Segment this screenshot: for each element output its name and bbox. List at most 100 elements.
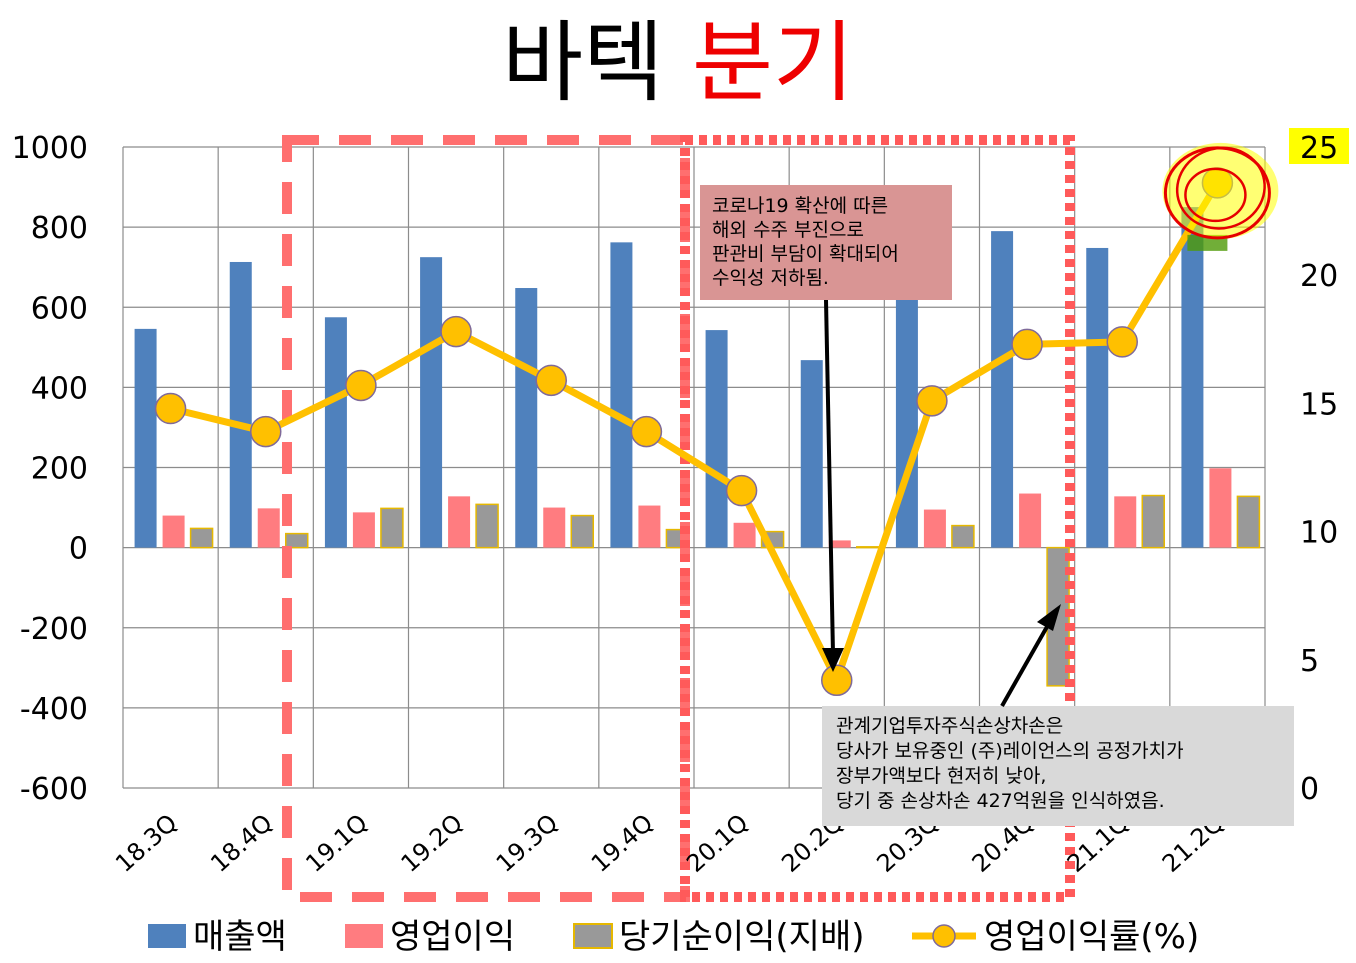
legend-item: 영업이익률(%): [912, 917, 1199, 957]
highlight-yellow-mark: [1162, 142, 1279, 239]
line-point: [916, 385, 948, 417]
annotation-arrow: [1000, 624, 1050, 707]
line-point: [1011, 328, 1043, 361]
y-left-tick-label: 600: [31, 291, 88, 326]
line-point: [440, 315, 472, 348]
y-left-tick-label: -200: [20, 612, 88, 647]
y-left-tick-label: 0: [69, 532, 88, 567]
page-title: 바텍 분기: [0, 8, 1356, 118]
annotation-box: [822, 706, 1294, 826]
y-right-tick-label: 15: [1300, 387, 1338, 422]
bar-series-2: [162, 468, 1232, 548]
bar: [189, 527, 214, 549]
highlight-box-2019: [282, 135, 690, 902]
bar: [1141, 494, 1165, 549]
y-left-tick-label: 800: [31, 211, 88, 246]
legend-swatch: [573, 923, 613, 949]
bar-series-1: [134, 207, 1204, 548]
bar: [1209, 468, 1232, 548]
line-point: [630, 415, 663, 448]
line-point: [154, 392, 187, 425]
bar: [733, 522, 756, 548]
line-point: [345, 369, 377, 402]
legend-label: 영업이익률(%): [984, 917, 1199, 957]
bar: [543, 507, 566, 548]
y-right-tick-highlight: [1289, 128, 1349, 164]
bar: [285, 532, 309, 549]
legend-label: 영업이익: [390, 917, 515, 957]
legend-swatch: [148, 924, 186, 948]
x-tick-label: 20.1Q: [681, 809, 753, 878]
title-main: 바텍: [502, 11, 664, 114]
bar: [923, 509, 946, 548]
y-right-tick-label: 0: [1300, 772, 1319, 807]
bar: [229, 261, 252, 548]
bar: [895, 293, 918, 548]
y-left-tick-label: -400: [20, 692, 88, 727]
line-point: [1106, 326, 1138, 358]
y-left-tick-label: -600: [20, 772, 88, 807]
x-tick-label: 19.1Q: [300, 809, 372, 878]
annotation-text: 당사가 보유중인 (주)레이언스의 공정가치가: [836, 740, 1184, 762]
bar: [380, 507, 404, 549]
legend-label: 매출액: [193, 917, 287, 957]
bar: [991, 231, 1014, 548]
title-highlight: 분기: [691, 11, 854, 114]
bar: [448, 496, 471, 548]
bar: [352, 512, 375, 548]
bar: [638, 505, 661, 548]
highlight-red-circle: [1175, 146, 1266, 230]
bar: [257, 508, 280, 548]
highlight-red-circle: [1184, 167, 1247, 223]
bar: [420, 257, 443, 548]
line-series: [169, 181, 1221, 684]
highlight-box-2020: [680, 135, 1075, 902]
bar: [951, 524, 975, 549]
bar: [1086, 247, 1109, 548]
legend-item: 매출액: [148, 917, 287, 957]
annotation-text: 당기 중 손상차손 427억원을 인식하였음.: [836, 790, 1165, 812]
line-point: [821, 664, 853, 697]
y-right-tick-label: 20: [1300, 259, 1338, 294]
bar: [570, 514, 594, 549]
annotation-text: 장부가액보다 현저히 낮아,: [836, 765, 1046, 787]
bar: [515, 288, 538, 548]
x-tick-label: 19.2Q: [396, 809, 468, 878]
annotation-text: 코로나19 확산에 따른: [712, 195, 888, 217]
legend-item: 영업이익: [345, 917, 515, 957]
x-tick-label: 19.4Q: [586, 809, 658, 878]
bar: [1236, 495, 1261, 549]
legend-label: 당기순이익(지배): [619, 917, 865, 957]
y-right-tick-label: 10: [1300, 516, 1338, 551]
annotation-arrowhead: [1037, 604, 1061, 631]
bar: [1019, 493, 1042, 548]
annotation-text: 수익성 저하됨.: [712, 267, 829, 289]
line-point: [535, 364, 567, 397]
y-left-tick-label: 200: [31, 452, 88, 487]
bar: [134, 328, 157, 548]
grid-lines: [122, 146, 1266, 789]
bar: [1181, 207, 1204, 548]
annotation-text: 해외 수주 부진으로: [712, 219, 864, 241]
y-left-tick-label: 1000: [12, 131, 88, 166]
annotation-arrow: [824, 299, 835, 655]
x-tick-label: 19.3Q: [491, 809, 563, 878]
annotation-arrowhead: [822, 648, 844, 672]
legend-swatch-marker: [932, 924, 956, 948]
bar: [856, 546, 880, 549]
legend: 매출액 영업이익 당기순이익(지배) 영업이익률(%): [148, 917, 1199, 957]
annotation-box: [700, 185, 952, 300]
legend-item: 당기순이익(지배): [573, 917, 865, 957]
bar: [1114, 496, 1137, 548]
line-point: [250, 415, 282, 448]
line-point: [725, 474, 758, 507]
bar: [162, 515, 185, 548]
y-right-tick-label: 5: [1300, 644, 1319, 679]
bar: [475, 503, 499, 549]
legend-swatch: [345, 924, 383, 948]
x-tick-label: 18.4Q: [205, 809, 277, 878]
bar: [324, 317, 347, 548]
